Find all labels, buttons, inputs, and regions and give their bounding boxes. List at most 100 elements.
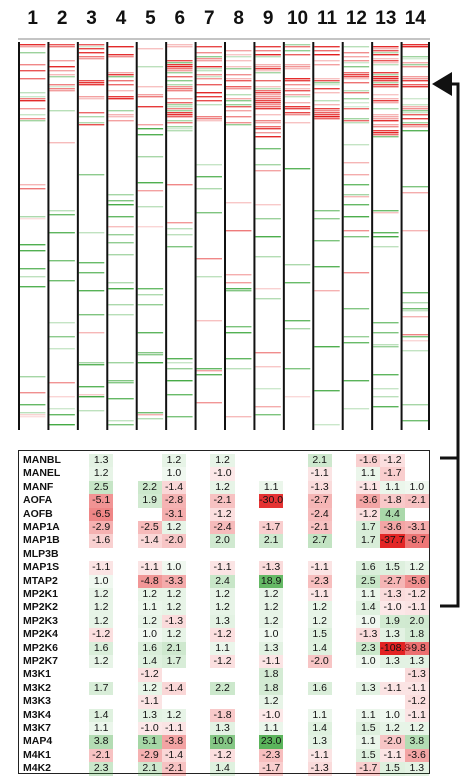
table-cell xyxy=(138,548,162,561)
table-cell: 2.3 xyxy=(89,762,114,776)
row-label: M4K2 xyxy=(23,762,52,775)
table-cell: 1.4 xyxy=(89,708,114,722)
table-cell xyxy=(283,749,307,762)
table-cell: -2.4 xyxy=(210,521,235,535)
table-cell: 1.2 xyxy=(210,601,235,615)
table-cell xyxy=(186,494,210,507)
table-cell xyxy=(283,615,307,628)
arrowhead-icon xyxy=(432,72,452,96)
table-cell xyxy=(235,668,259,681)
table-cell: -1.4 xyxy=(161,480,187,495)
table-cell xyxy=(259,548,283,561)
table-cell: -1.2 xyxy=(380,454,405,468)
table-cell xyxy=(235,682,259,695)
table-cell: 1.4 xyxy=(307,641,332,655)
row-label: MAP1A xyxy=(23,521,60,533)
table-cell xyxy=(235,601,259,614)
table-cell xyxy=(283,655,307,668)
table-cell xyxy=(405,508,429,521)
column-number-5: 5 xyxy=(145,8,156,29)
table-cell xyxy=(380,668,404,681)
heatmap-column-8 xyxy=(226,50,252,418)
table-cell: 2.7 xyxy=(307,534,332,548)
table-cell xyxy=(113,695,137,708)
table-cell xyxy=(405,454,429,467)
table-cell xyxy=(283,588,307,601)
table-cell: 23.0 xyxy=(259,735,284,749)
table-cell xyxy=(186,601,210,614)
table-cell xyxy=(113,588,137,601)
table-cell xyxy=(332,467,356,480)
column-header: 1 2 3 4 5 6 7 8 9 10 11 12 13 14 xyxy=(0,0,474,38)
table-cell: 1.4 xyxy=(356,601,381,615)
table-cell: 1.0 xyxy=(137,628,162,642)
table-cell xyxy=(186,575,210,588)
table-cell xyxy=(283,481,307,494)
table-cell: -1.8 xyxy=(210,708,235,722)
table-cell: 1.2 xyxy=(161,601,187,615)
table-cell xyxy=(308,695,332,708)
table-cell: -1.0 xyxy=(210,467,235,481)
table-cell xyxy=(186,561,210,574)
column-number-11: 11 xyxy=(316,8,338,29)
table-cell xyxy=(283,508,307,521)
column-number-12: 12 xyxy=(345,8,367,29)
heatmap-column-7 xyxy=(196,46,222,404)
table-cell xyxy=(235,494,259,507)
table-cell xyxy=(332,642,356,655)
table-cell: 1.4 xyxy=(307,722,332,736)
table-cell: -1.0 xyxy=(380,601,405,615)
table-cell xyxy=(113,735,137,748)
row-label: M3K1 xyxy=(23,668,52,681)
table-cell xyxy=(89,695,113,708)
table-cell: -2.5 xyxy=(137,521,162,535)
table-cell xyxy=(332,695,356,708)
table-cell xyxy=(332,534,356,547)
column-number-1: 1 xyxy=(27,8,38,29)
table-cell: 2.0 xyxy=(210,534,235,548)
table-cell: -1.0 xyxy=(137,722,162,736)
table-cell xyxy=(405,467,429,480)
table-cell: -8.7 xyxy=(404,534,429,548)
table-cell: 1.2 xyxy=(89,588,114,602)
table-cell: 1.2 xyxy=(259,614,284,629)
table-cell: -1.3 xyxy=(307,762,332,776)
table-cell: -1.2 xyxy=(89,628,114,642)
table-cell xyxy=(332,521,356,534)
row-label: AOFB xyxy=(23,507,53,520)
table-cell: 1.3 xyxy=(210,722,235,736)
row-label: MAP1B xyxy=(23,534,60,547)
table-cell xyxy=(332,561,356,574)
column-number-7: 7 xyxy=(203,8,215,29)
table-cell: 1.3 xyxy=(307,735,332,749)
row-label: MLP3B xyxy=(23,547,59,560)
table-cell: 1.3 xyxy=(380,655,405,669)
table-cell xyxy=(113,615,137,628)
row-label: MAP1S xyxy=(23,561,60,574)
table-cell: -3.6 xyxy=(404,748,429,763)
table-cell: -1.1 xyxy=(404,681,429,696)
table-cell: 1.1 xyxy=(259,722,284,736)
table-cell xyxy=(332,628,356,641)
table-cell xyxy=(332,588,356,601)
table-cell xyxy=(235,521,259,534)
table-cell: -2.0 xyxy=(380,735,405,749)
column-number-10: 10 xyxy=(286,8,309,29)
row-label: MP2K3 xyxy=(23,614,59,627)
table-cell xyxy=(283,601,307,614)
row-label: M3K3 xyxy=(23,695,52,708)
table-cell: 1.1 xyxy=(356,708,381,722)
table-cell xyxy=(259,467,283,480)
table-cell: -1.7 xyxy=(380,467,405,481)
table-cell xyxy=(283,735,307,748)
table-cell: 2.1 xyxy=(307,454,332,468)
table-cell: 1.2 xyxy=(380,722,405,736)
table-cell xyxy=(332,709,356,722)
table-cell xyxy=(186,668,210,681)
table-cell: 1.3 xyxy=(259,641,284,655)
table-cell xyxy=(283,467,307,480)
table-cell: 1.0 xyxy=(161,467,187,481)
table-cell: -1.2 xyxy=(210,748,235,763)
table-cell xyxy=(113,481,137,494)
table-cell: -1.0 xyxy=(259,708,284,722)
